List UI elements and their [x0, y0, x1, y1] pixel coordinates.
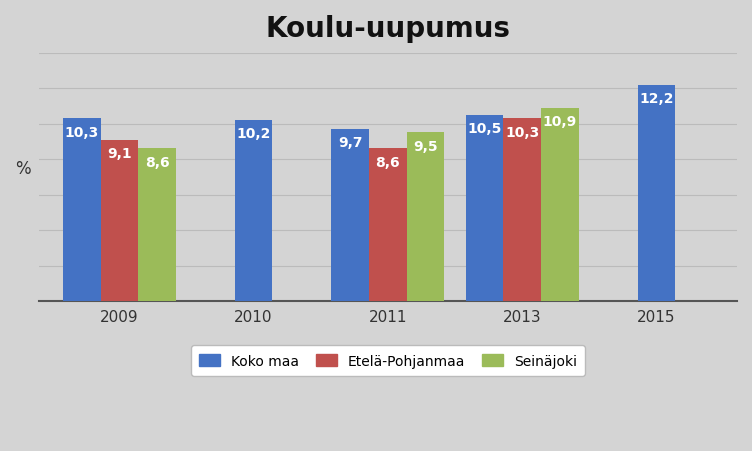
- Bar: [332, 129, 369, 301]
- Text: 9,5: 9,5: [413, 139, 438, 153]
- Text: 10,3: 10,3: [505, 125, 539, 139]
- Bar: [465, 115, 503, 301]
- Title: Koulu-uupumus: Koulu-uupumus: [265, 15, 511, 43]
- Text: 8,6: 8,6: [144, 155, 169, 169]
- Bar: [541, 108, 578, 301]
- Text: 8,6: 8,6: [375, 155, 400, 169]
- Text: 12,2: 12,2: [639, 92, 674, 106]
- Bar: [369, 149, 407, 301]
- Bar: [101, 140, 138, 301]
- Text: 10,2: 10,2: [236, 127, 271, 141]
- Text: 10,3: 10,3: [65, 125, 99, 139]
- Legend: Koko maa, Etelä-Pohjanmaa, Seinäjoki: Koko maa, Etelä-Pohjanmaa, Seinäjoki: [191, 345, 585, 376]
- Bar: [235, 121, 272, 301]
- Bar: [138, 149, 176, 301]
- Bar: [407, 133, 444, 301]
- Text: 9,7: 9,7: [338, 136, 362, 150]
- Text: 10,9: 10,9: [543, 115, 577, 129]
- Bar: [63, 119, 101, 301]
- Bar: [503, 119, 541, 301]
- Text: 9,1: 9,1: [107, 147, 132, 161]
- Bar: [638, 85, 675, 301]
- Y-axis label: %: %: [15, 160, 31, 177]
- Text: 10,5: 10,5: [468, 122, 502, 136]
